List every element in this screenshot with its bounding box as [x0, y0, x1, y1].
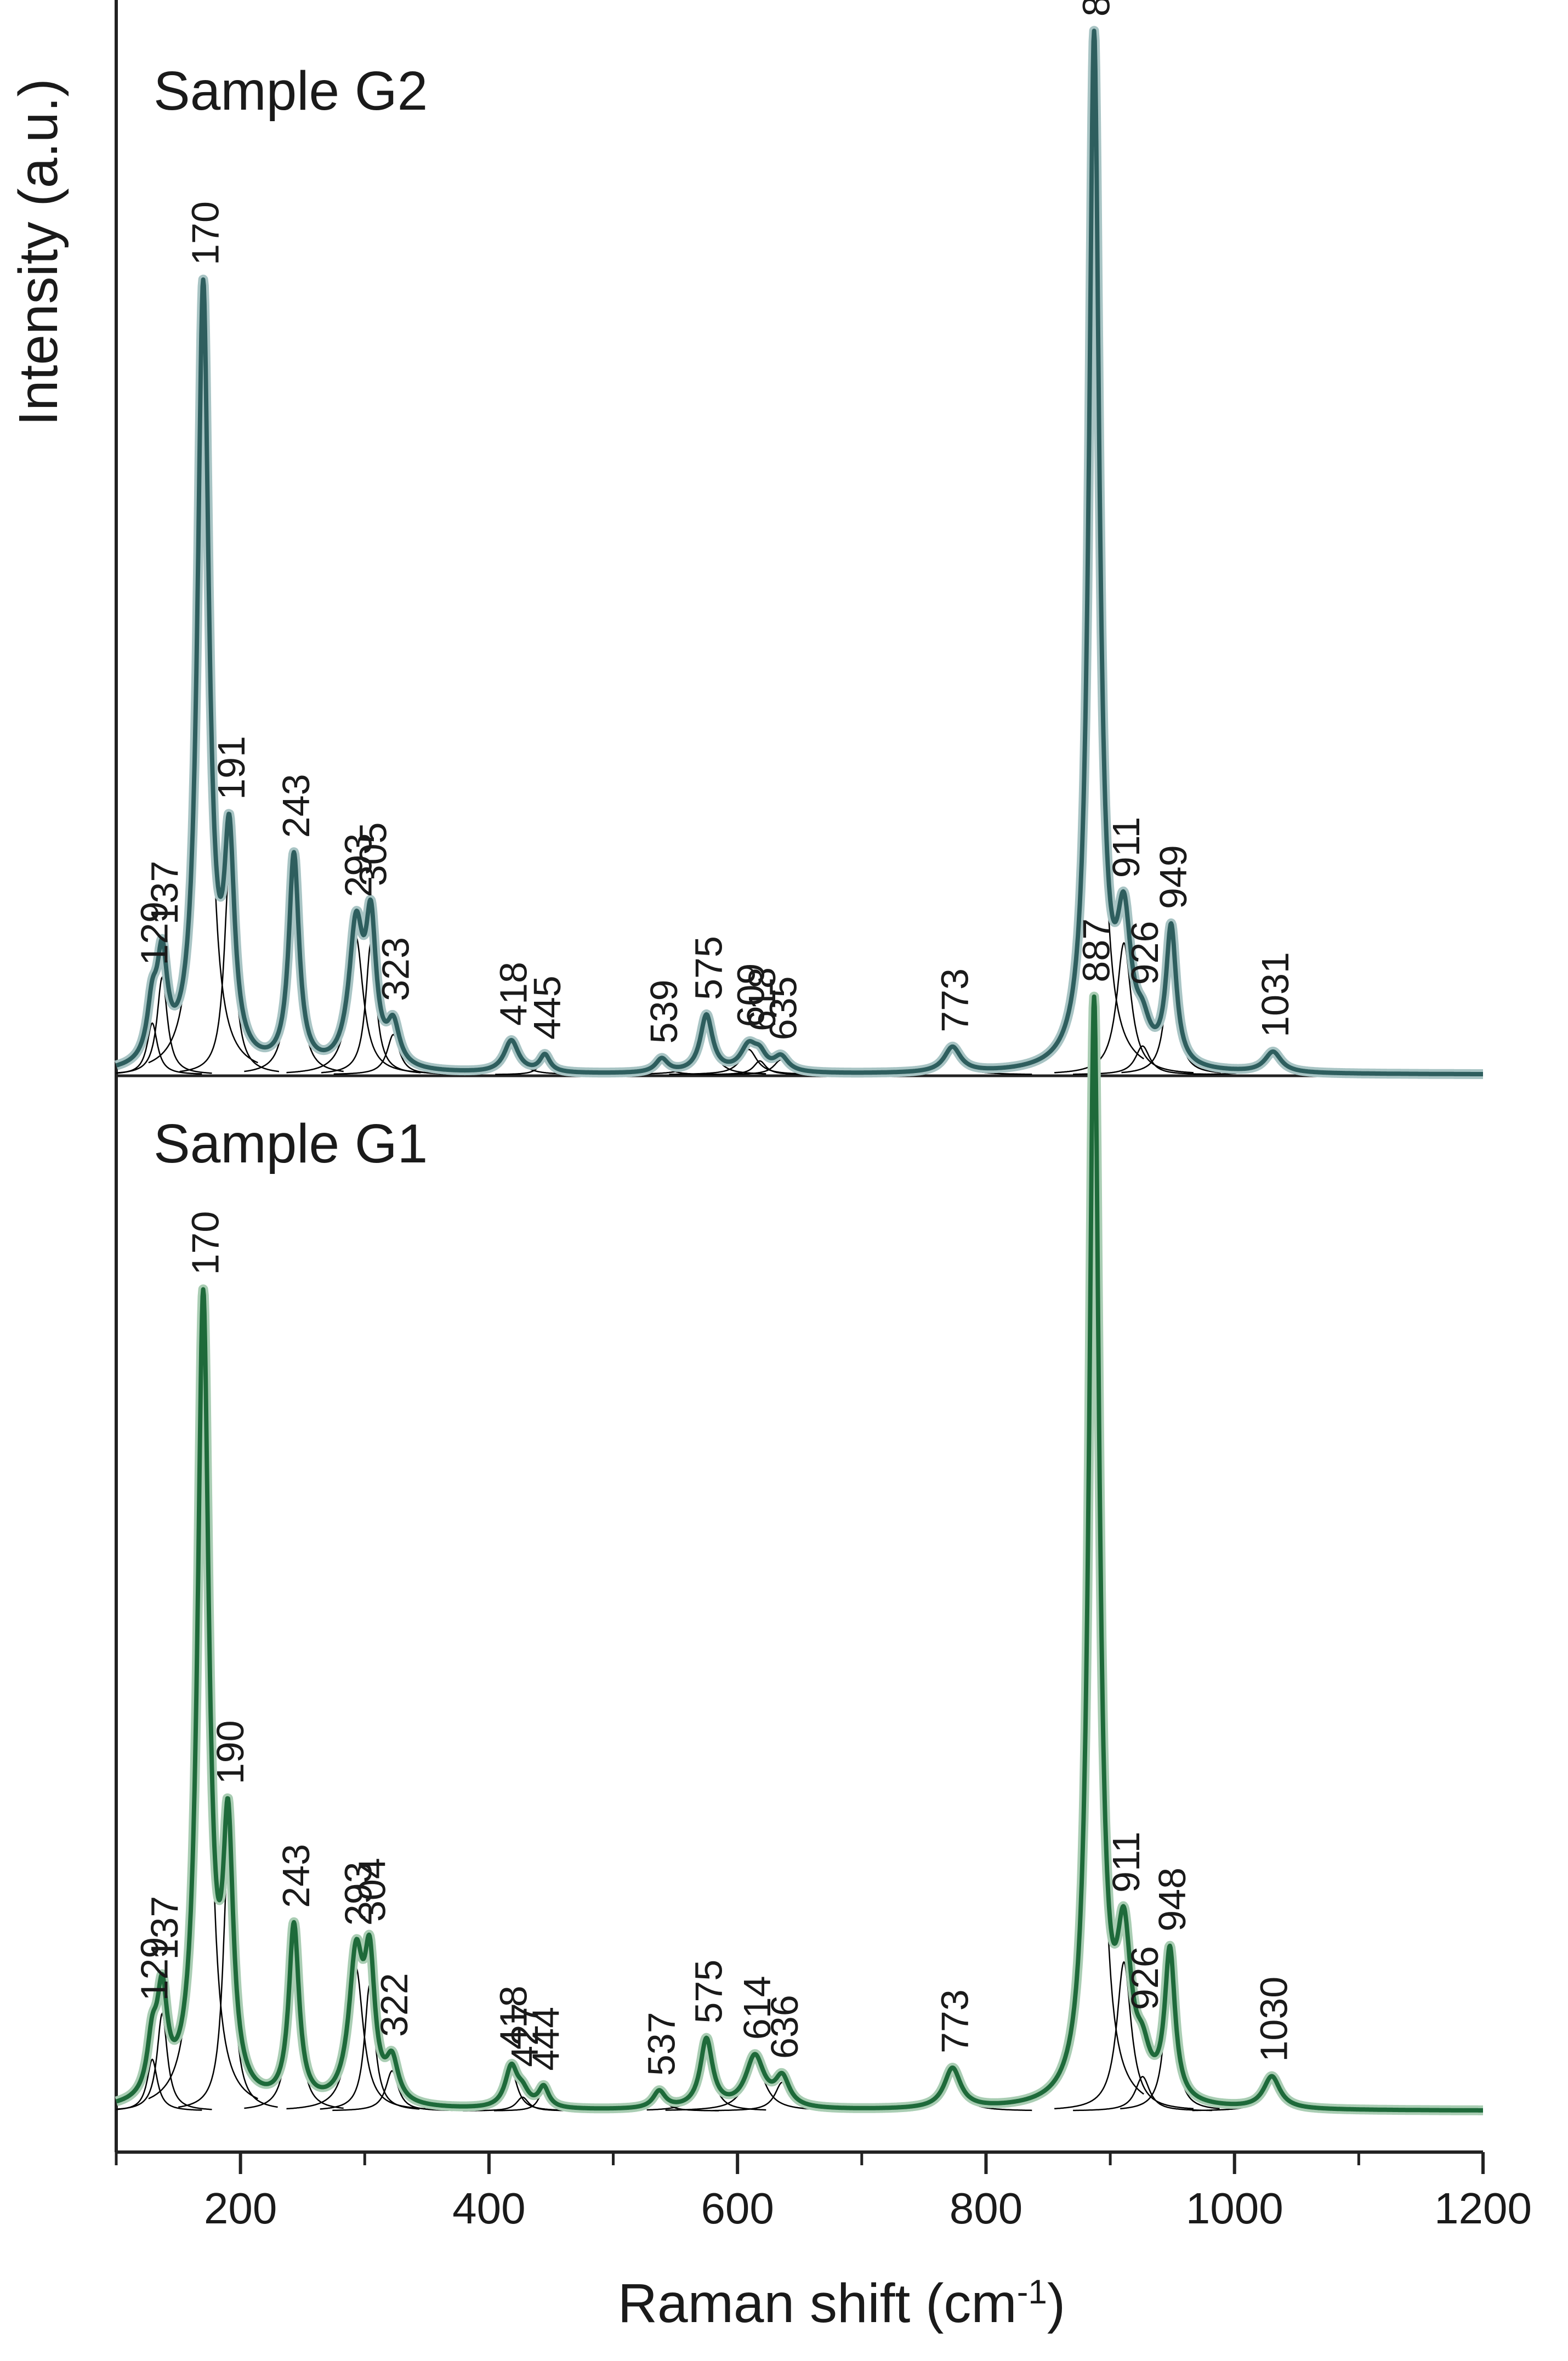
- peak-label: 887: [1075, 0, 1118, 16]
- component-peak: [1054, 941, 1194, 1074]
- component-peak: [116, 1022, 202, 1075]
- peak-label: 636: [763, 1995, 806, 2059]
- peak-label: 323: [374, 937, 417, 1001]
- peak-label: 243: [275, 774, 317, 838]
- peak-label: 293: [337, 833, 379, 898]
- peak-label: 243: [275, 1844, 317, 1908]
- peak-label: 137: [143, 861, 186, 925]
- peak-label: 926: [1123, 921, 1166, 985]
- peak-label: 304: [350, 1858, 393, 1922]
- peak-label: 293: [337, 1861, 379, 1926]
- peak-label: 418: [492, 1985, 535, 2050]
- peak-label: 911: [1105, 1831, 1147, 1893]
- peak-label: 575: [688, 936, 730, 1000]
- peak-label: 191: [210, 736, 253, 800]
- peak-label: 190: [209, 1720, 252, 1784]
- peak-label: 1030: [1253, 1977, 1296, 2062]
- peak-label: 322: [373, 1973, 416, 2037]
- peak-label: 444: [525, 2007, 567, 2071]
- peak-label: 949: [1152, 845, 1195, 909]
- spectrum-halo: [112, 26, 1487, 1079]
- peak-label: 1031: [1254, 952, 1297, 1037]
- x-axis-title-close: ): [1047, 2273, 1065, 2334]
- peak-label: 887: [1075, 918, 1118, 983]
- peak-label: 773: [933, 968, 976, 1032]
- peak-label: 575: [688, 1960, 730, 2024]
- x-tick-label: 200: [204, 2184, 277, 2233]
- panel-title: Sample G1: [154, 1113, 428, 1174]
- peak-label: 614: [736, 1976, 779, 2040]
- peak-label: 609: [730, 963, 772, 1028]
- x-axis-title: Raman shift (cm-1): [618, 2273, 1065, 2334]
- peak-label: 948: [1151, 1868, 1194, 1932]
- x-axis-title-sup: -1: [1017, 2273, 1047, 2311]
- x-tick-label: 600: [701, 2184, 774, 2233]
- spectrum-line: [115, 29, 1485, 1076]
- peak-label: 170: [184, 201, 227, 265]
- x-tick-label: 1000: [1186, 2184, 1283, 2233]
- peak-label: 618: [741, 967, 783, 1031]
- peak-label: 445: [526, 975, 569, 1040]
- peak-label: 137: [143, 1896, 186, 1960]
- peak-label: 539: [643, 980, 685, 1044]
- component-peak: [1073, 2076, 1212, 2112]
- peak-label: 305: [352, 822, 395, 887]
- component-peak: [1054, 1961, 1194, 2110]
- peak-label: 537: [640, 2012, 683, 2076]
- peak-label: 911: [1105, 817, 1147, 878]
- x-axis-title-main: Raman shift (cm: [618, 2273, 1017, 2334]
- y-axis-title: Intensity (a.u.): [8, 78, 69, 426]
- peak-label: 418: [492, 962, 535, 1026]
- component-peak: [333, 1034, 453, 1075]
- peak-label: 773: [933, 1989, 976, 2053]
- peak-label: 427: [503, 2003, 546, 2067]
- component-peak: [116, 2058, 202, 2111]
- peak-label: 170: [184, 1211, 227, 1275]
- x-tick-label: 1200: [1434, 2184, 1532, 2233]
- x-tick-label: 800: [950, 2184, 1022, 2233]
- component-peak: [332, 2070, 452, 2112]
- peak-label: 635: [762, 976, 805, 1040]
- axes: 200 400 600 800 1000 1200: [115, 0, 1532, 2233]
- panel-title: Sample G2: [154, 60, 428, 122]
- peak-label: 129: [133, 901, 176, 966]
- spectrum-line: [115, 994, 1485, 2113]
- peak-label: 926: [1123, 1946, 1166, 2010]
- peak-label: 129: [133, 1937, 176, 2001]
- x-tick-label: 400: [452, 2184, 525, 2233]
